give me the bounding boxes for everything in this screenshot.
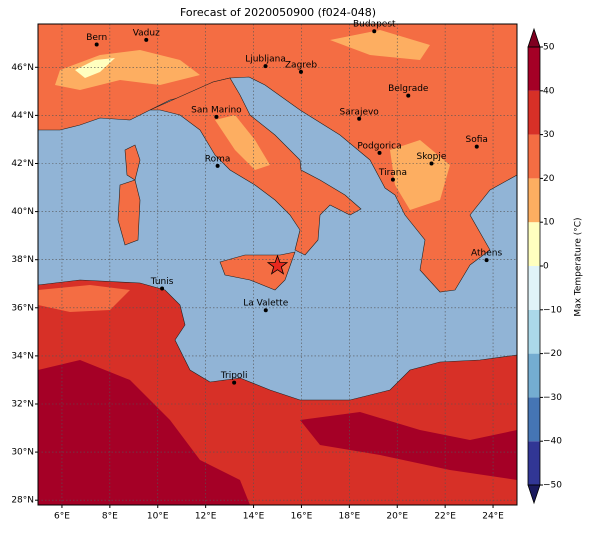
city-dot bbox=[357, 116, 362, 121]
y-tick-label: 46°N bbox=[11, 63, 34, 73]
x-tick-label: 18°E bbox=[339, 512, 361, 522]
colorbar-segment bbox=[528, 47, 540, 91]
colorbar-segment bbox=[528, 266, 540, 310]
colorbar-tick-label: 10 bbox=[543, 218, 555, 228]
colorbar-segment bbox=[528, 397, 540, 442]
colorbar-segment bbox=[528, 178, 540, 223]
y-tick-label: 28°N bbox=[11, 496, 34, 506]
colorbar-extend-over bbox=[527, 27, 541, 48]
city-dot bbox=[372, 29, 377, 34]
city-dot bbox=[263, 64, 268, 69]
city-label: Tripoli bbox=[220, 371, 248, 381]
land-warm-patch bbox=[38, 285, 130, 312]
colorbar-tick-label: −10 bbox=[543, 305, 562, 315]
city-dot bbox=[214, 114, 219, 119]
colorbar-tick-label: 0 bbox=[543, 262, 549, 272]
colorbar-tick-label: −50 bbox=[543, 481, 562, 491]
city-label: Podgorica bbox=[357, 141, 401, 151]
city-label: Tunis bbox=[150, 277, 174, 287]
city-label: Athens bbox=[471, 249, 502, 259]
city-dot bbox=[377, 150, 382, 155]
y-tick-label: 44°N bbox=[11, 111, 34, 121]
city-dot bbox=[298, 69, 303, 74]
colorbar-tick-label: −40 bbox=[543, 437, 562, 447]
colorbar-extend-under bbox=[527, 484, 541, 505]
city-dot bbox=[474, 144, 479, 149]
land-warm-patch bbox=[55, 50, 200, 90]
land-hot-patch bbox=[38, 360, 250, 505]
x-tick-label: 10°E bbox=[147, 512, 169, 522]
colorbar-segment bbox=[528, 353, 540, 398]
colorbar-segment bbox=[528, 222, 540, 266]
x-tick-label: 14°E bbox=[243, 512, 265, 522]
city-label: Ljubljana bbox=[245, 55, 286, 65]
y-tick-label: 40°N bbox=[11, 207, 34, 217]
colorbar-tick-label: −30 bbox=[543, 393, 562, 403]
land-mild-patch bbox=[75, 58, 115, 78]
x-tick-label: 6°E bbox=[54, 512, 70, 522]
city-label: San Marino bbox=[191, 105, 242, 115]
y-tick-label: 34°N bbox=[11, 351, 34, 361]
colorbar: −50 −40 −30 −20 −10 0 10 20 30 40 50 bbox=[527, 27, 562, 505]
city-dot bbox=[160, 286, 165, 291]
city-label: Belgrade bbox=[388, 84, 429, 94]
city-dot bbox=[484, 258, 489, 263]
colorbar-tick-label: 30 bbox=[543, 130, 555, 140]
city-label: Sofia bbox=[466, 135, 488, 145]
city-dot bbox=[144, 37, 149, 42]
colorbar-segment bbox=[528, 90, 540, 135]
colorbar-segment bbox=[528, 441, 540, 485]
x-tick-label: 24°E bbox=[482, 512, 504, 522]
land-warm-patch bbox=[215, 115, 270, 170]
y-tick-label: 36°N bbox=[11, 303, 34, 313]
city-dot bbox=[429, 161, 434, 166]
grid: 6°E 8°E 10°E 12°E 14°E 16°E 18°E 20°E 22°E 24°E 28… bbox=[11, 24, 517, 522]
colorbar-segment bbox=[528, 134, 540, 179]
colorbar-tick-label: 40 bbox=[543, 86, 555, 96]
city-label: Zagreb bbox=[285, 60, 317, 70]
city-dot bbox=[94, 42, 99, 47]
colorbar-tick-label: 20 bbox=[543, 174, 555, 184]
city-label: Tirana bbox=[378, 168, 407, 178]
map-title: Forecast of 2020050900 (f024-048) bbox=[180, 6, 376, 19]
city-label: Vaduz bbox=[133, 28, 160, 38]
city-label: Sarajevo bbox=[340, 107, 380, 117]
x-tick-label: 16°E bbox=[291, 512, 313, 522]
city-dot bbox=[215, 163, 220, 168]
city-label: Skopje bbox=[417, 152, 447, 162]
map-frame bbox=[37, 23, 518, 506]
city-dot bbox=[390, 177, 395, 182]
land-corsica bbox=[124, 144, 141, 181]
city-label: Budapest bbox=[353, 20, 396, 30]
land-hot-patch bbox=[300, 412, 517, 480]
city-label: Roma bbox=[205, 154, 231, 164]
x-tick-label: 12°E bbox=[195, 512, 217, 522]
y-tick-label: 30°N bbox=[11, 448, 34, 458]
city-label: La Valette bbox=[243, 299, 288, 309]
x-tick-label: 22°E bbox=[434, 512, 456, 522]
colorbar-tick-label: −20 bbox=[543, 349, 562, 359]
city-label: Bern bbox=[86, 33, 107, 43]
event-marker bbox=[266, 254, 289, 275]
colorbar-label: Max Temperature (°C) bbox=[574, 217, 584, 316]
city-dot bbox=[263, 308, 268, 313]
x-tick-label: 8°E bbox=[102, 512, 118, 522]
land-warm-patch bbox=[330, 30, 430, 60]
city-dot bbox=[406, 93, 411, 98]
y-tick-label: 38°N bbox=[11, 255, 34, 265]
colorbar-tick-label: 50 bbox=[543, 43, 555, 53]
colorbar-segment bbox=[528, 309, 540, 354]
y-tick-label: 32°N bbox=[11, 399, 34, 409]
y-tick-label: 42°N bbox=[11, 159, 34, 169]
land-warm-patch bbox=[390, 140, 450, 210]
city-dot bbox=[232, 380, 237, 385]
x-tick-label: 20°E bbox=[386, 512, 408, 522]
